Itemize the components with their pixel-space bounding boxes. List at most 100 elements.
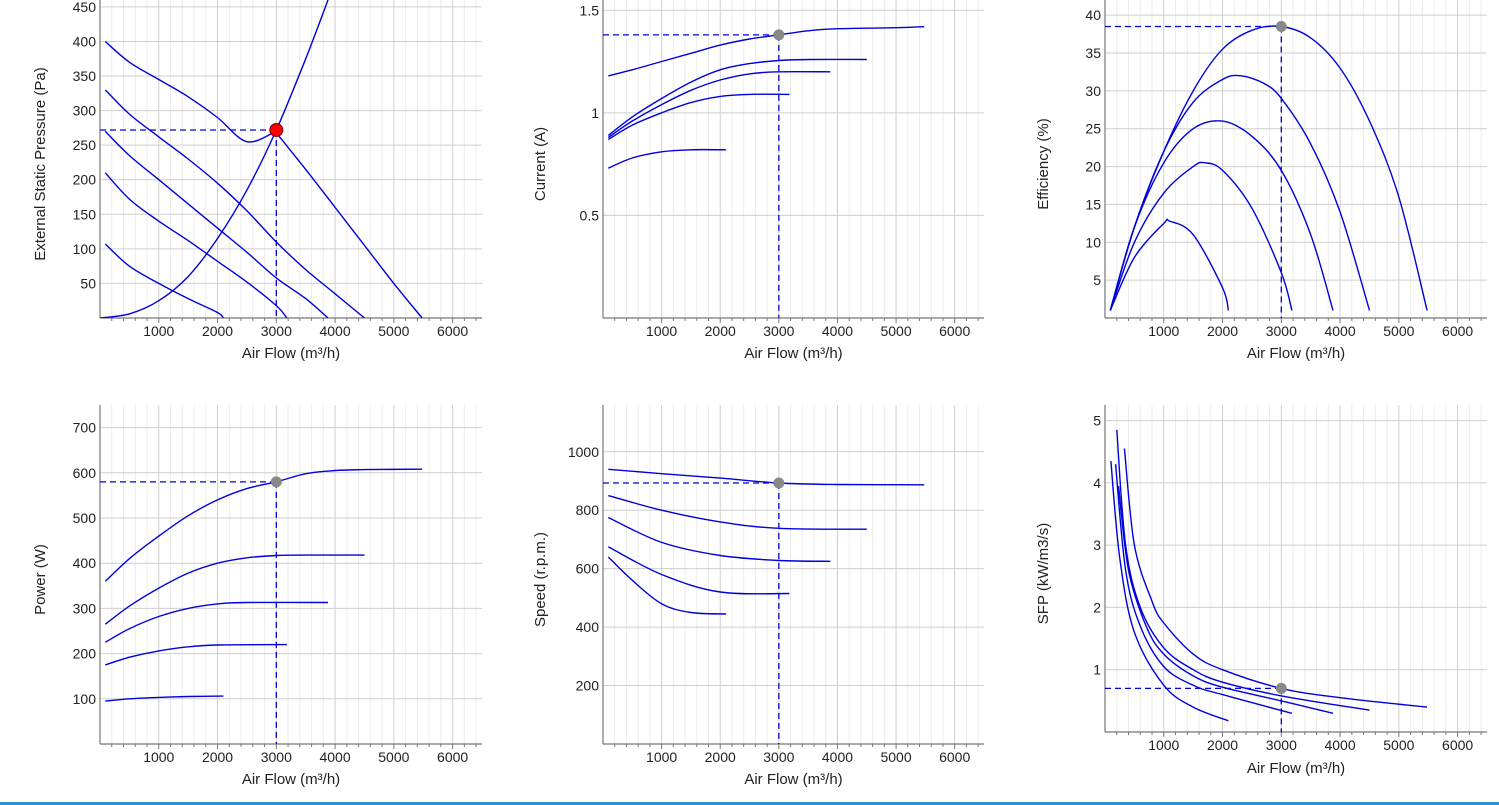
- x-tick-label: 6000: [437, 323, 468, 339]
- x-tick-label: 4000: [1324, 737, 1355, 753]
- speed-chart: 1000 2000 3000 4000 5000 6000 200 400 600 800 1000…: [532, 405, 984, 788]
- x-tick-label: 3000: [261, 323, 292, 339]
- x-tick-label: 1000: [1148, 323, 1179, 339]
- curve-3: [608, 516, 831, 562]
- x-axis-title: Air Flow (m³/h): [242, 345, 340, 362]
- curve-2: [104, 89, 365, 318]
- curve-1: [104, 468, 423, 582]
- x-tick-label: 5000: [1383, 323, 1414, 339]
- duty-point-marker[interactable]: [1275, 21, 1287, 32]
- y-tick-label: 50: [80, 275, 96, 291]
- curve-4: [607, 93, 790, 141]
- y-tick-label: 4: [1093, 475, 1101, 491]
- series-group: [104, 468, 423, 702]
- series-group: [1110, 429, 1428, 722]
- y-axis-title: Power (W): [32, 544, 49, 615]
- curve-1: [608, 26, 925, 77]
- bottom-bar: [0, 802, 1499, 805]
- x-tick-label: 5000: [880, 323, 911, 339]
- x-tick-label: 6000: [939, 749, 970, 765]
- curve-5: [1109, 218, 1230, 311]
- x-tick-label: 2000: [705, 323, 736, 339]
- duty-point-marker[interactable]: [1275, 682, 1287, 694]
- y-tick-label: 5: [1093, 272, 1101, 288]
- y-axis-title: External Static Pressure (Pa): [32, 67, 49, 260]
- curve-1: [1109, 25, 1428, 311]
- y-tick-label: 25: [1085, 121, 1101, 137]
- x-axis-title: Air Flow (m³/h): [744, 771, 842, 788]
- x-tick-label: 5000: [378, 749, 409, 765]
- curve-2: [607, 58, 867, 136]
- y-axis-title: Current (A): [532, 127, 549, 201]
- x-axis-title: Air Flow (m³/h): [1247, 760, 1345, 777]
- x-tick-label: 4000: [319, 323, 350, 339]
- y-tick-label: 15: [1085, 196, 1101, 212]
- y-tick-label: 450: [73, 0, 97, 15]
- efficiency-chart: 1000 2000 3000 4000 5000 6000 5 10 15 20 25 30 35 40 A…: [1035, 0, 1487, 362]
- duty-point-marker[interactable]: [773, 29, 785, 41]
- pressure-chart: 1000 2000 3000 4000 5000 6000 50 100 150 200 250 30…: [32, 0, 482, 362]
- y-tick-label: 350: [73, 68, 97, 84]
- x-tick-label: 2000: [202, 749, 233, 765]
- y-tick-label: 400: [73, 33, 97, 49]
- x-tick-label: 4000: [1324, 323, 1355, 339]
- duty-point-marker[interactable]: [773, 477, 785, 489]
- x-tick-label: 1000: [646, 749, 677, 765]
- y-tick-label: 600: [576, 561, 600, 577]
- duty-point-marker[interactable]: [269, 122, 284, 137]
- y-tick-label: 400: [576, 619, 600, 635]
- x-tick-label: 6000: [1442, 737, 1473, 753]
- curve-5: [1110, 461, 1229, 722]
- y-tick-label: 200: [576, 678, 600, 694]
- x-tick-label: 3000: [1266, 323, 1297, 339]
- y-tick-label: 2: [1093, 599, 1101, 615]
- y-tick-label: 5: [1093, 413, 1101, 429]
- curve-5: [608, 148, 727, 169]
- x-tick-label: 1000: [646, 323, 677, 339]
- y-tick-label: 100: [73, 691, 97, 707]
- x-tick-label: 1000: [143, 323, 174, 339]
- x-tick-label: 1000: [1148, 737, 1179, 753]
- curve-4: [1114, 464, 1293, 714]
- y-tick-label: 700: [73, 420, 97, 436]
- y-tick-label: 0.5: [580, 207, 600, 223]
- x-tick-label: 2000: [705, 749, 736, 765]
- curve-1: [608, 468, 925, 486]
- curve-3: [1117, 485, 1334, 714]
- x-tick-label: 5000: [378, 323, 409, 339]
- y-tick-label: 800: [576, 502, 600, 518]
- curve-3: [1109, 120, 1334, 311]
- current-chart: 1000 2000 3000 4000 5000 6000 0.5 1 1.5 Air Flow …: [532, 0, 984, 362]
- curve-4: [105, 643, 287, 666]
- curve-3: [104, 601, 329, 643]
- curve-5: [607, 556, 727, 615]
- x-tick-label: 4000: [822, 323, 853, 339]
- x-tick-label: 3000: [261, 749, 292, 765]
- y-tick-label: 300: [73, 103, 97, 119]
- y-tick-label: 40: [1085, 7, 1101, 23]
- sfp-chart: 1000 2000 3000 4000 5000 6000 1 2 3 4 5 Air Flow (m…: [1035, 405, 1487, 777]
- curve-4: [104, 172, 288, 318]
- duty-point-marker[interactable]: [270, 476, 282, 488]
- x-axis-title: Air Flow (m³/h): [1247, 345, 1345, 362]
- y-tick-label: 1000: [568, 444, 599, 460]
- curve-5: [104, 243, 224, 318]
- y-tick-label: 20: [1085, 159, 1101, 175]
- curve-3: [104, 130, 329, 318]
- series-group: [607, 468, 925, 615]
- x-tick-label: 5000: [880, 749, 911, 765]
- curve-1: [1123, 448, 1428, 708]
- y-tick-label: 250: [73, 137, 97, 153]
- y-tick-label: 200: [73, 646, 97, 662]
- x-tick-label: 6000: [437, 749, 468, 765]
- series-group: [607, 26, 925, 169]
- x-tick-label: 3000: [763, 749, 794, 765]
- curve-2: [1109, 74, 1371, 311]
- y-tick-label: 150: [73, 206, 97, 222]
- power-chart: 1000 2000 3000 4000 5000 6000 100 200 300 400 500 6…: [32, 405, 482, 788]
- x-tick-label: 2000: [202, 323, 233, 339]
- y-tick-label: 1: [1093, 662, 1101, 678]
- x-tick-label: 3000: [763, 323, 794, 339]
- x-tick-label: 2000: [1207, 737, 1238, 753]
